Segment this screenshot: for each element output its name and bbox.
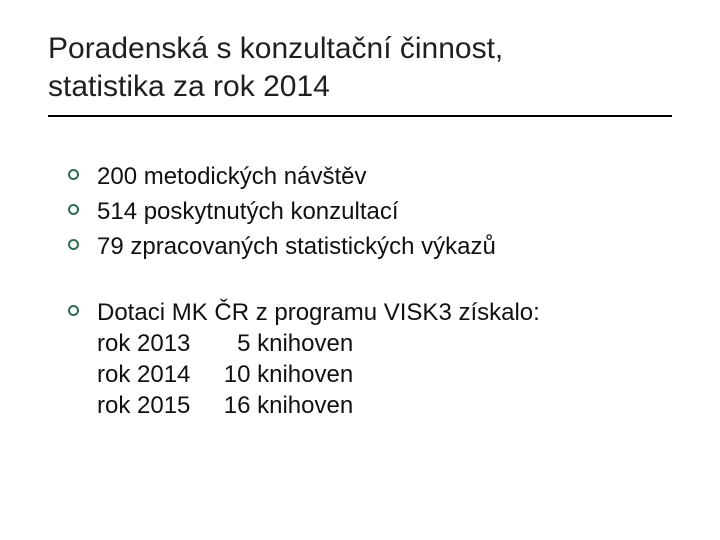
group-spacer <box>68 267 672 297</box>
list-item: 79 zpracovaných statistických výkazů <box>68 231 672 262</box>
bullet-text: 200 metodických návštěv <box>97 161 672 192</box>
title-line-2: statistika za rok 2014 <box>48 70 330 103</box>
bullet-text: Dotaci MK ČR z programu VISK3 získalo: r… <box>97 297 672 422</box>
bullet-text: 79 zpracovaných statistických výkazů <box>97 231 672 262</box>
circle-bullet-icon <box>68 169 79 180</box>
circle-bullet-icon <box>68 204 79 215</box>
list-item: 200 metodických návštěv <box>68 161 672 192</box>
title-block: Poradenská s konzultační činnost, statis… <box>48 30 672 117</box>
bullet-text: 514 poskytnutých konzultací <box>97 196 672 227</box>
circle-bullet-icon <box>68 305 79 316</box>
list-item: 514 poskytnutých konzultací <box>68 196 672 227</box>
bullet-list: 200 metodických návštěv 514 poskytnutých… <box>48 161 672 421</box>
title-line-1: Poradenská s konzultační činnost, <box>48 32 503 65</box>
circle-bullet-icon <box>68 239 79 250</box>
slide-title: Poradenská s konzultační činnost, statis… <box>48 30 672 105</box>
list-item: Dotaci MK ČR z programu VISK3 získalo: r… <box>68 297 672 422</box>
slide: Poradenská s konzultační činnost, statis… <box>0 0 720 540</box>
